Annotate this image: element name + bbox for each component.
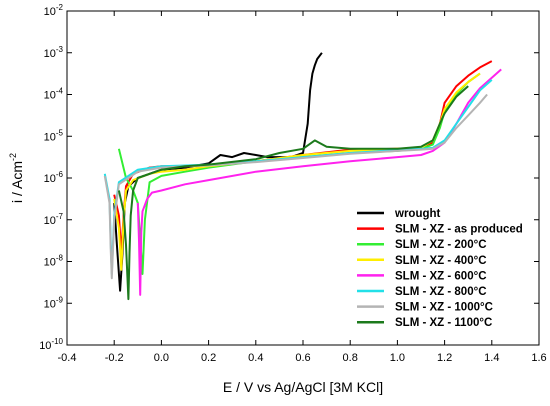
x-tick-labels: -0.4 -0.2 0.0 0.2 0.4 0.6 0.8 1.0 1.2 1.4 1.6 [58, 352, 547, 364]
y-tick-label-exp: -2 [56, 3, 64, 12]
y-tick-label-exp: -4 [56, 87, 64, 96]
x-tick-label: 1.0 [390, 352, 405, 364]
axis-ticks [66, 10, 540, 346]
y-tick-label-exp: -10 [51, 337, 63, 346]
y-tick-label-exp: -8 [56, 254, 64, 263]
y-tick-label-base: 10 [44, 48, 56, 60]
x-tick-label: 0.0 [154, 352, 169, 364]
y-tick-label-base: 10 [44, 215, 56, 227]
x-tick-label: 0.4 [248, 352, 263, 364]
x-tick-label: 0.8 [343, 352, 358, 364]
y-tick-label-exp: -7 [56, 212, 64, 221]
x-tick-label: -0.4 [58, 352, 77, 364]
y-axis-label-main: i / Acm [9, 161, 25, 203]
legend-label: SLM - XZ - 800°C [395, 286, 487, 298]
y-tick-label-base: 10 [44, 131, 56, 143]
y-tick-label: 10-2 [44, 3, 64, 18]
y-tick-label: 10-9 [44, 295, 64, 310]
legend-label: SLM - XZ - 1000°C [395, 302, 493, 314]
x-tick-label: 1.4 [484, 352, 499, 364]
x-tick-label: 1.6 [531, 352, 546, 364]
series-line [103, 93, 488, 280]
legend-label: SLM - XZ - 200°C [395, 239, 487, 251]
y-tick-label-exp: -5 [56, 128, 64, 137]
x-tick-label: 0.6 [295, 352, 310, 364]
legend-label: SLM - XZ - 600°C [395, 270, 487, 282]
y-tick-label-base: 10 [39, 340, 51, 352]
legend-label: wrought [394, 208, 441, 220]
x-tick-label: 0.2 [201, 352, 216, 364]
y-axis-label-sup: -2 [8, 153, 18, 161]
y-tick-label: 10-5 [44, 128, 64, 143]
x-axis-label: E / V vs Ag/AgCl [3M KCl] [223, 379, 383, 395]
y-tick-label: 10-8 [44, 254, 64, 269]
legend-label: SLM - XZ - as produced [395, 224, 523, 236]
y-tick-label: 10-6 [44, 170, 64, 185]
x-tick-label: 1.2 [437, 352, 452, 364]
y-tick-label-exp: -6 [56, 170, 64, 179]
x-tick-label: -0.2 [105, 352, 124, 364]
legend-label: SLM - XZ - 400°C [395, 255, 487, 267]
series-group [103, 52, 502, 301]
y-tick-label-base: 10 [44, 257, 56, 269]
y-tick-label-base: 10 [44, 298, 56, 310]
y-tick-label: 10-3 [44, 45, 64, 60]
y-axis-label: i / Acm-2 [8, 153, 25, 203]
series-line [117, 85, 469, 301]
y-tick-label: 10-10 [39, 337, 63, 352]
legend-label: SLM - XZ - 1100°C [395, 317, 492, 329]
y-tick-label: 10-4 [44, 87, 64, 102]
y-tick-label-exp: -3 [56, 45, 64, 54]
series-line [113, 52, 323, 292]
legend: wrought SLM - XZ - as produced SLM - XZ - … [357, 208, 523, 329]
y-tick-label-exp: -9 [56, 295, 64, 304]
y-tick-label: 10-7 [44, 212, 64, 227]
y-tick-label-base: 10 [44, 90, 56, 102]
y-tick-label-base: 10 [44, 6, 56, 18]
series-line [136, 68, 502, 296]
y-tick-label-base: 10 [44, 173, 56, 185]
